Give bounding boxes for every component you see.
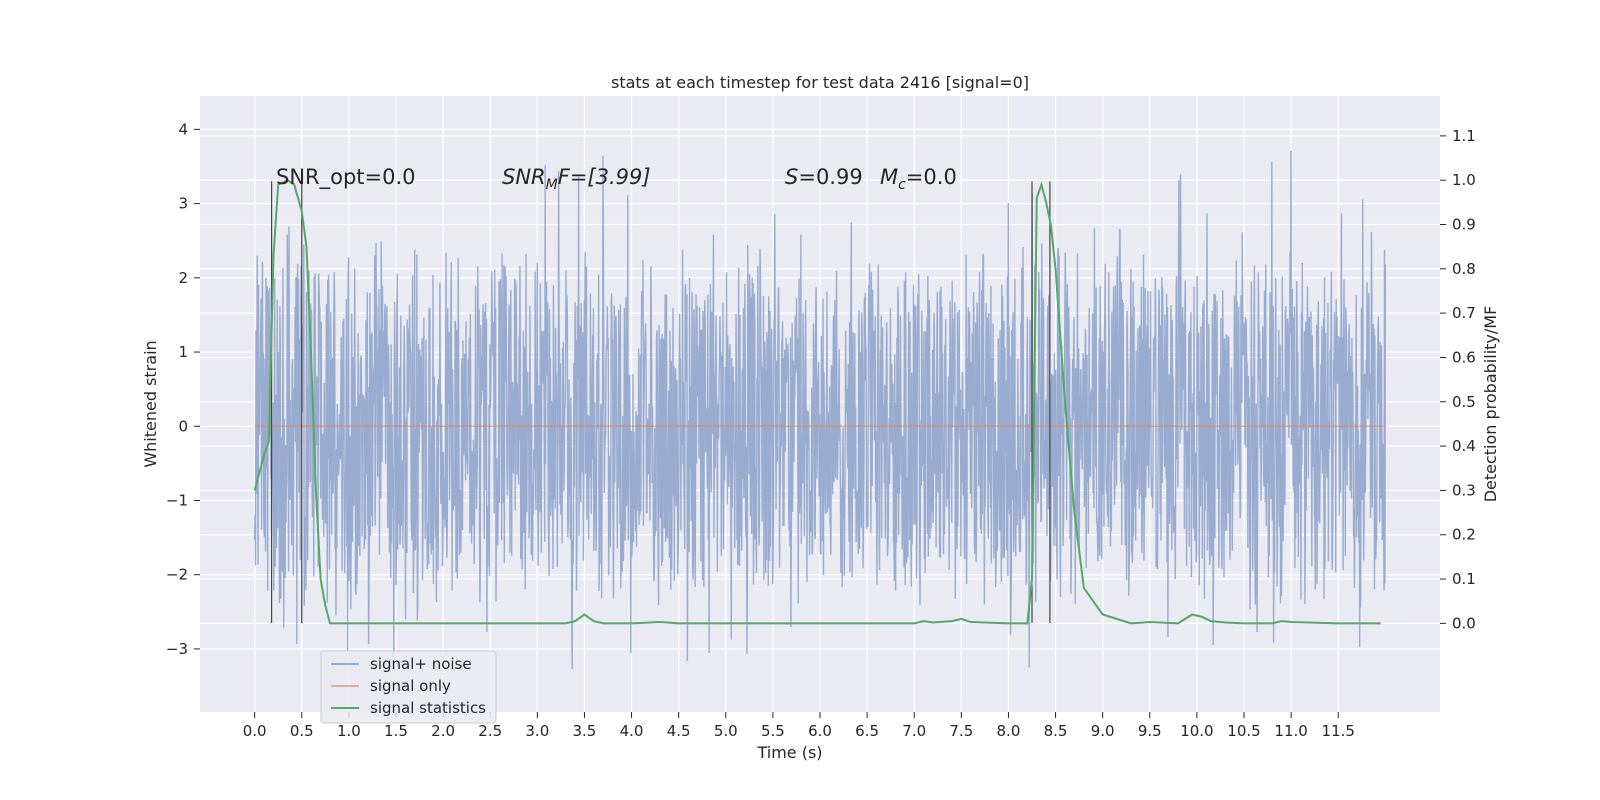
y-left-tick-label: −3	[166, 640, 188, 658]
x-tick-label: 1.5	[384, 722, 408, 740]
x-tick-label: 2.0	[431, 722, 455, 740]
annotation-s-rest: =0.99	[798, 165, 862, 189]
x-tick-label: 2.5	[478, 722, 502, 740]
annotation-s: S=0.99	[785, 165, 863, 189]
y-right-tick-label: 0.6	[1452, 348, 1476, 366]
y-left-tick-label: 0	[178, 417, 188, 435]
legend-label-stats: signal statistics	[370, 699, 486, 717]
x-tick-label: 7.5	[949, 722, 973, 740]
x-tick-label: 6.0	[808, 722, 832, 740]
signal-statistics-line	[253, 179, 1381, 625]
x-tick-label: 8.5	[1044, 722, 1068, 740]
x-tick-label: 4.5	[667, 722, 691, 740]
x-tick-label: 10.0	[1180, 722, 1213, 740]
y-left-tick-label: 4	[178, 120, 188, 138]
x-axis-label: Time (s)	[756, 743, 822, 762]
x-tick-label: 3.5	[573, 722, 597, 740]
annotation-mc-rest: =0.0	[906, 165, 957, 189]
y-right-tick-label: 0.4	[1452, 437, 1476, 455]
y-left-tick-label: 3	[178, 195, 188, 213]
y-axis-right-ticks: 0.0 0.1 0.2 0.3 0.4 0.5 0.6 0.7 0.8 0.9 1.0 1.1	[1440, 127, 1476, 632]
annotation-snr-mf: SNRMF=[3.99]	[502, 165, 651, 193]
y-right-tick-label: 0.5	[1452, 393, 1476, 411]
y-left-tick-label: 2	[178, 269, 188, 287]
x-tick-label: 9.5	[1138, 722, 1162, 740]
x-axis-ticks: 0.0 0.5 1.0 1.5 2.0 2.5 3.0 3.5 4.0 4.5 5.0 5.5 6.0 6…	[243, 712, 1355, 740]
x-tick-label: 11.5	[1322, 722, 1355, 740]
x-tick-label: 7.0	[902, 722, 926, 740]
y-left-tick-label: −1	[166, 491, 188, 509]
y-right-tick-label: 1.0	[1452, 171, 1476, 189]
y-axis-right-label: Detection probability/MF	[1481, 306, 1500, 503]
x-tick-label: 10.5	[1227, 722, 1260, 740]
y-right-tick-label: 0.8	[1452, 260, 1476, 278]
y-right-tick-label: 0.7	[1452, 304, 1476, 322]
x-tick-label: 11.0	[1274, 722, 1307, 740]
legend-box	[320, 650, 497, 724]
y-axis-left-ticks: −3 −2 −1 0 1 2 3 4	[166, 120, 200, 658]
annotation-snr-mf-italic: SNR	[502, 165, 546, 189]
annotation-mc: Mc=0.0	[880, 165, 957, 193]
y-axis-left-label: Whitened strain	[141, 340, 160, 467]
x-tick-label: 8.0	[997, 722, 1021, 740]
y-right-tick-label: 0.9	[1452, 216, 1476, 234]
x-tick-label: 9.0	[1091, 722, 1115, 740]
y-right-tick-label: 1.1	[1452, 127, 1476, 145]
y-left-tick-label: −2	[166, 566, 188, 584]
legend-label-noise: signal+ noise	[370, 655, 472, 673]
y-right-tick-label: 0.3	[1452, 481, 1476, 499]
x-tick-label: 5.5	[761, 722, 785, 740]
x-tick-label: 5.0	[714, 722, 738, 740]
legend: signal+ noise signal only signal statist…	[320, 650, 497, 724]
y-right-tick-label: 0.1	[1452, 570, 1476, 588]
annotation-s-italic: S	[785, 165, 798, 189]
noise-trace	[253, 150, 1387, 671]
x-tick-label: 4.0	[620, 722, 644, 740]
annotation-snr-mf-rest: F=[3.99]	[558, 165, 651, 189]
x-tick-label: 3.0	[525, 722, 549, 740]
x-tick-label: 6.5	[855, 722, 879, 740]
y-left-tick-label: 1	[178, 343, 188, 361]
x-tick-label: 0.0	[243, 722, 267, 740]
legend-label-signal: signal only	[370, 677, 451, 695]
series-signal-statistics	[253, 179, 1381, 625]
series-signal-plus-noise	[253, 150, 1387, 671]
annotation-mc-italic: M	[880, 165, 898, 189]
x-tick-label: 1.0	[337, 722, 361, 740]
y-right-tick-label: 0.0	[1452, 614, 1476, 632]
chart-title: stats at each timestep for test data 241…	[611, 73, 1029, 92]
x-tick-label: 0.5	[290, 722, 314, 740]
annotation-mc-sub: c	[898, 177, 906, 193]
annotation-snr-mf-sub: M	[546, 177, 558, 193]
y-right-tick-label: 0.2	[1452, 526, 1476, 544]
annotation-snr-opt: SNR_opt=0.0	[276, 165, 416, 190]
